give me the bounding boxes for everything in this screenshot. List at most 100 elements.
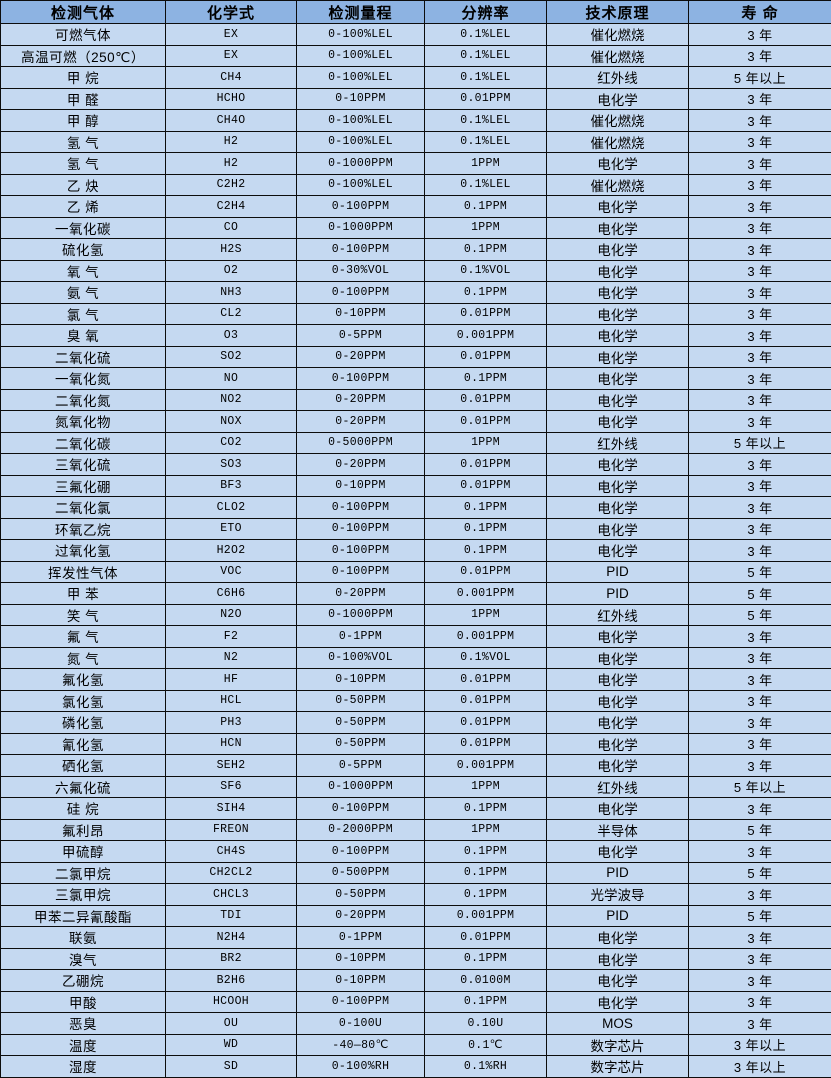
cell-resolution: 0.1%RH — [425, 1056, 547, 1078]
cell-gas: 溴气 — [1, 948, 166, 970]
cell-lifespan: 3 年 — [689, 196, 831, 218]
cell-formula: SD — [166, 1056, 297, 1078]
cell-resolution: 0.1PPM — [425, 948, 547, 970]
cell-range: 0-100PPM — [297, 991, 425, 1013]
cell-lifespan: 5 年以上 — [689, 432, 831, 454]
cell-formula: SO3 — [166, 454, 297, 476]
cell-formula: HCHO — [166, 88, 297, 110]
cell-technology: 电化学 — [547, 282, 689, 304]
cell-range: 0-30%VOL — [297, 260, 425, 282]
cell-technology: 电化学 — [547, 325, 689, 347]
cell-formula: F2 — [166, 626, 297, 648]
cell-technology: PID — [547, 905, 689, 927]
cell-range: 0-10PPM — [297, 970, 425, 992]
cell-resolution: 0.001PPM — [425, 626, 547, 648]
cell-lifespan: 3 年 — [689, 110, 831, 132]
cell-technology: 半导体 — [547, 819, 689, 841]
cell-resolution: 0.001PPM — [425, 583, 547, 605]
cell-gas: 甲酸 — [1, 991, 166, 1013]
cell-lifespan: 3 年 — [689, 948, 831, 970]
cell-formula: N2 — [166, 647, 297, 669]
cell-gas: 甲 苯 — [1, 583, 166, 605]
cell-formula: HF — [166, 669, 297, 691]
cell-lifespan: 3 年 — [689, 217, 831, 239]
cell-gas: 甲 醛 — [1, 88, 166, 110]
cell-formula: SIH4 — [166, 798, 297, 820]
cell-formula: ETO — [166, 518, 297, 540]
cell-resolution: 0.1PPM — [425, 196, 547, 218]
cell-formula: WD — [166, 1034, 297, 1056]
cell-gas: 二氧化硫 — [1, 346, 166, 368]
cell-lifespan: 3 年 — [689, 1013, 831, 1035]
cell-range: 0-100PPM — [297, 798, 425, 820]
cell-technology: 电化学 — [547, 196, 689, 218]
cell-gas: 二氧化碳 — [1, 432, 166, 454]
cell-formula: C2H4 — [166, 196, 297, 218]
cell-lifespan: 3 年 — [689, 153, 831, 175]
cell-gas: 环氧乙烷 — [1, 518, 166, 540]
cell-formula: CL2 — [166, 303, 297, 325]
cell-range: 0-500PPM — [297, 862, 425, 884]
cell-gas: 硫化氢 — [1, 239, 166, 261]
cell-range: 0-20PPM — [297, 411, 425, 433]
cell-lifespan: 5 年以上 — [689, 776, 831, 798]
cell-resolution: 0.1%VOL — [425, 260, 547, 282]
cell-gas: 甲苯二异氰酸酯 — [1, 905, 166, 927]
cell-lifespan: 3 年 — [689, 368, 831, 390]
cell-resolution: 0.10U — [425, 1013, 547, 1035]
cell-formula: O2 — [166, 260, 297, 282]
cell-range: 0-100PPM — [297, 368, 425, 390]
cell-resolution: 0.1%LEL — [425, 131, 547, 153]
cell-lifespan: 3 年 — [689, 647, 831, 669]
cell-lifespan: 3 年 — [689, 970, 831, 992]
cell-technology: 电化学 — [547, 970, 689, 992]
cell-gas: 硒化氢 — [1, 755, 166, 777]
cell-resolution: 0.1PPM — [425, 282, 547, 304]
column-header-formula: 化学式 — [166, 1, 297, 24]
cell-formula: OU — [166, 1013, 297, 1035]
cell-lifespan: 5 年 — [689, 604, 831, 626]
cell-gas: 氢 气 — [1, 131, 166, 153]
cell-lifespan: 3 年 — [689, 303, 831, 325]
cell-technology: 数字芯片 — [547, 1034, 689, 1056]
cell-range: 0-100PPM — [297, 497, 425, 519]
cell-resolution: 0.01PPM — [425, 733, 547, 755]
cell-resolution: 0.1PPM — [425, 239, 547, 261]
cell-lifespan: 3 年 — [689, 45, 831, 67]
cell-technology: 数字芯片 — [547, 1056, 689, 1078]
cell-range: 0-20PPM — [297, 389, 425, 411]
cell-formula: C2H2 — [166, 174, 297, 196]
cell-range: 0-100%LEL — [297, 45, 425, 67]
cell-formula: NOX — [166, 411, 297, 433]
cell-technology: PID — [547, 561, 689, 583]
cell-formula: H2O2 — [166, 540, 297, 562]
cell-resolution: 0.01PPM — [425, 454, 547, 476]
cell-technology: 电化学 — [547, 239, 689, 261]
cell-technology: 电化学 — [547, 411, 689, 433]
cell-resolution: 0.01PPM — [425, 712, 547, 734]
cell-resolution: 1PPM — [425, 819, 547, 841]
cell-gas: 氟 气 — [1, 626, 166, 648]
cell-range: 0-100PPM — [297, 561, 425, 583]
cell-range: 0-100PPM — [297, 239, 425, 261]
cell-gas: 乙硼烷 — [1, 970, 166, 992]
cell-technology: 电化学 — [547, 690, 689, 712]
cell-resolution: 0.1PPM — [425, 991, 547, 1013]
